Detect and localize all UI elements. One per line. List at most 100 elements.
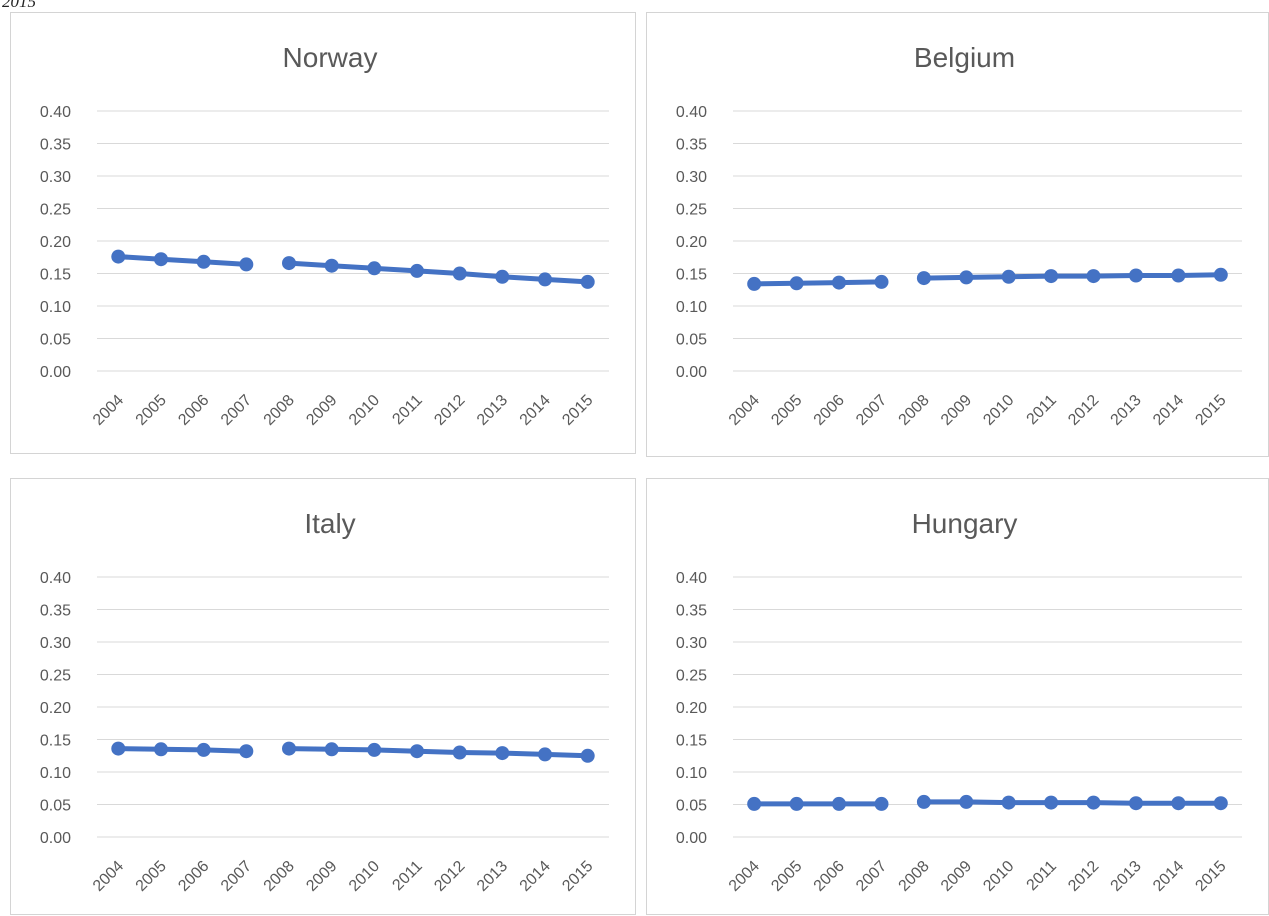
y-tick-label: 0.10	[40, 299, 71, 316]
data-point	[1171, 796, 1186, 811]
chart-svg-belgium: Belgium 0.00 0.05 0.10 0.15 0.20 0.25 0.30 0.35 0…	[676, 42, 1242, 429]
x-tick-label: 2009	[303, 858, 340, 895]
chart-svg-italy: Italy 0.00 0.05 0.10 0.15 0.20 0.25 0.30 0.35 0.4…	[40, 508, 609, 895]
x-tick-label: 2007	[218, 858, 255, 895]
data-point	[239, 257, 254, 272]
series-line-segment	[921, 272, 1224, 281]
data-point	[832, 796, 846, 811]
data-point	[538, 272, 552, 287]
x-tick-label: 2009	[938, 858, 975, 895]
data-point	[959, 794, 974, 809]
x-tick-label: 2015	[1192, 392, 1229, 429]
x-tick-label: 2004	[90, 858, 127, 895]
x-tick-label: 2005	[768, 858, 805, 895]
data-point	[832, 275, 846, 290]
data-point	[324, 742, 339, 757]
y-tick-label: 0.25	[676, 668, 707, 685]
chart-panel-italy: Italy 0.00 0.05 0.10 0.15 0.20 0.25 0.30 0.35 0.4…	[10, 478, 636, 915]
x-tick-label: 2012	[1065, 858, 1102, 895]
x-tick-label: 2004	[90, 392, 127, 429]
data-point	[538, 747, 552, 762]
y-tick-label: 0.05	[676, 332, 707, 349]
y-tick-label: 0.15	[676, 733, 707, 750]
series-line-segment	[921, 799, 1224, 806]
y-tick-label: 0.10	[676, 299, 707, 316]
data-point	[1001, 795, 1016, 810]
x-tick-label: 2008	[261, 392, 298, 429]
x-tick-label: 2007	[218, 392, 255, 429]
x-tick-label: 2007	[853, 392, 890, 429]
y-tick-label: 0.25	[40, 668, 71, 685]
y-tick-label: 0.40	[676, 104, 707, 121]
y-tick-label: 0.05	[40, 332, 71, 349]
y-tick-label: 0.05	[676, 798, 707, 815]
x-tick-label: 2013	[474, 858, 511, 895]
chart-title: Italy	[304, 508, 355, 539]
data-point	[916, 794, 931, 809]
data-point	[580, 274, 595, 289]
x-tick-label: 2005	[133, 392, 170, 429]
data-point	[916, 271, 931, 286]
chart-title: Hungary	[912, 508, 1018, 539]
chart-title: Norway	[283, 42, 378, 73]
x-tick-label: 2015	[559, 858, 596, 895]
x-tick-label: 2004	[726, 392, 763, 429]
y-tick-label: 0.20	[676, 700, 707, 717]
chart-panel-norway: Norway 0.00 0.05 0.10 0.15 0.20 0.25 0.30 0.35 0.…	[10, 12, 636, 454]
x-tick-label: 2008	[896, 858, 933, 895]
x-tick-label: 2006	[175, 858, 212, 895]
data-point	[367, 261, 382, 276]
y-tick-label: 0.40	[676, 570, 707, 587]
chart-panel-belgium: Belgium 0.00 0.05 0.10 0.15 0.20 0.25 0.30 0.35 0…	[646, 12, 1269, 457]
data-point	[1086, 795, 1101, 810]
y-tick-label: 0.15	[40, 267, 71, 284]
x-tick-label: 2006	[175, 392, 212, 429]
x-tick-label: 2012	[1065, 392, 1102, 429]
series-line-segment	[751, 279, 884, 287]
x-tick-label: 2005	[768, 392, 805, 429]
data-point	[452, 745, 467, 760]
data-point	[1129, 796, 1143, 811]
data-point	[324, 258, 339, 273]
y-tick-label: 0.25	[676, 202, 707, 219]
data-point	[282, 741, 296, 756]
x-tick-label: 2010	[980, 858, 1017, 895]
y-tick-label: 0.10	[676, 765, 707, 782]
y-tick-label: 0.20	[40, 234, 71, 251]
caption-fragment: 2015	[2, 0, 36, 11]
x-tick-label: 2008	[896, 392, 933, 429]
x-tick-label: 2011	[1024, 392, 1060, 428]
y-tick-label: 0.25	[40, 202, 71, 219]
x-tick-label: 2010	[346, 392, 383, 429]
y-tick-label: 0.15	[40, 733, 71, 750]
x-tick-label: 2005	[133, 858, 170, 895]
data-point	[1086, 269, 1101, 284]
y-tick-label: 0.35	[40, 603, 71, 620]
y-tick-label: 0.00	[40, 364, 71, 381]
data-point	[282, 256, 296, 271]
x-tick-label: 2010	[346, 858, 383, 895]
data-point	[789, 796, 804, 811]
data-point	[495, 746, 510, 761]
x-tick-label: 2014	[517, 392, 554, 429]
y-tick-label: 0.30	[40, 169, 71, 186]
x-tick-label: 2011	[389, 392, 425, 428]
data-point	[1171, 268, 1186, 283]
y-tick-label: 0.35	[676, 137, 707, 154]
x-tick-label: 2009	[938, 392, 975, 429]
x-tick-label: 2006	[811, 392, 848, 429]
x-tick-label: 2012	[431, 392, 468, 429]
data-point	[111, 249, 126, 264]
x-tick-label: 2014	[1150, 392, 1187, 429]
data-point	[1213, 796, 1228, 811]
y-tick-label: 0.40	[40, 104, 71, 121]
series-line-segment	[286, 746, 591, 759]
y-tick-label: 0.35	[676, 603, 707, 620]
data-point	[495, 269, 510, 284]
data-point	[1044, 269, 1059, 284]
x-tick-label: 2012	[431, 858, 468, 895]
y-tick-label: 0.40	[40, 570, 71, 587]
chart-title: Belgium	[914, 42, 1015, 73]
x-tick-label: 2013	[474, 392, 511, 429]
